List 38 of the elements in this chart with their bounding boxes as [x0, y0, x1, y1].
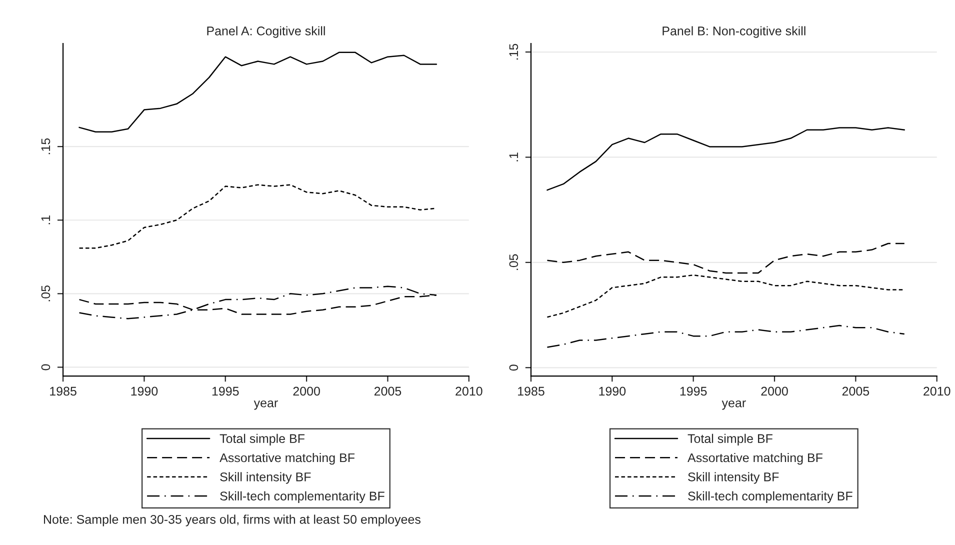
legend-label: Total simple BF	[688, 434, 772, 446]
x-tick-label: 1990	[599, 386, 626, 396]
x-tick-label: 2005	[842, 386, 870, 396]
line-series	[546, 274, 906, 318]
x-axis-title: year	[722, 400, 746, 410]
x-tick-label: 2005	[374, 386, 402, 396]
legend-label: Skill-tech complementarity BF	[220, 491, 384, 503]
chart-title: Panel B: Non-cogitive skill	[662, 26, 806, 38]
y-tick-label: .05	[41, 286, 50, 302]
x-tick-label: 2010	[456, 386, 482, 396]
y-tick-label: .1	[509, 152, 518, 162]
line-series	[546, 242, 906, 274]
y-tick-label: 0	[41, 364, 50, 370]
legend-label: Total simple BF	[220, 434, 304, 446]
text: Note: Sample men 30-35 years old, firms with at least 50 employees	[44, 514, 420, 526]
chart-title: Panel A: Cogitive skill	[207, 26, 325, 38]
legend-label: Assortative matching BF	[688, 452, 822, 465]
x-tick-label: 1995	[212, 386, 239, 396]
line-series	[78, 52, 438, 132]
y-tick-label: .15	[509, 44, 518, 60]
legend-label: Assortative matching BF	[220, 452, 355, 465]
x-tick-label: 2000	[293, 386, 320, 396]
legend-label: Skill intensity BF	[220, 472, 311, 484]
x-tick-label: 2010	[924, 386, 950, 396]
y-tick-label: 0	[509, 364, 518, 371]
y-tick-label: .1	[41, 216, 50, 224]
legend-label: Skill intensity BF	[688, 472, 779, 484]
x-tick-label: 1985	[50, 386, 76, 396]
x-axis-title: year	[254, 400, 278, 410]
legend-label: Skill-tech complementarity BF	[688, 491, 852, 503]
x-tick-label: 2000	[761, 386, 788, 396]
x-tick-label: 1985	[518, 386, 544, 396]
x-tick-label: 1995	[680, 386, 707, 396]
y-tick-label: .05	[509, 254, 518, 270]
line-series	[546, 324, 906, 348]
y-tick-label: .15	[41, 138, 50, 154]
line-series	[546, 127, 906, 191]
x-tick-label: 1990	[131, 386, 158, 396]
